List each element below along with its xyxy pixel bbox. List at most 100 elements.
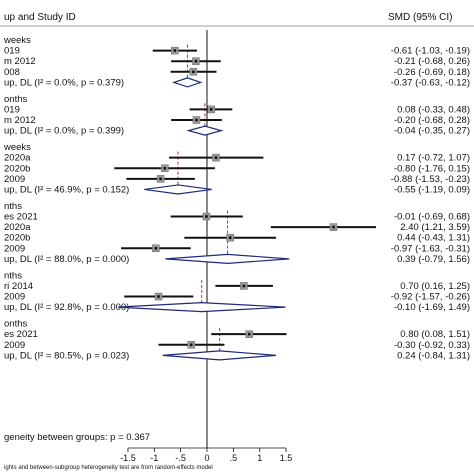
study-row: m 2012 -0.20 (-0.68, 0.28)	[4, 115, 470, 126]
subgroup-title: nths	[4, 201, 22, 212]
study-row: 008 -0.26 (-0.69, 0.18)	[4, 67, 470, 78]
study-ci: 0.44 (-0.43, 1.31)	[397, 233, 470, 244]
study-column-header: up and Study ID	[4, 12, 76, 23]
study-ci: -0.26 (-0.69, 0.18)	[394, 67, 470, 78]
summary-row: up, DL (I² = 0.0%, p = 0.379) -0.37 (-0.6…	[4, 77, 470, 88]
x-tick-label: -1	[150, 453, 158, 463]
study-row: 2009 -0.92 (-1.57, -0.26)	[4, 292, 470, 303]
summary-label: up, DL (I² = 0.0%, p = 0.379)	[4, 77, 124, 88]
study-ci: 2.40 (1.21, 3.59)	[400, 222, 470, 233]
study-label: 2020a	[4, 153, 31, 164]
summary-ci: -0.37 (-0.63, -0.12)	[391, 77, 470, 88]
point-estimate	[189, 343, 193, 347]
point-estimate	[195, 118, 198, 122]
study-label: 2009	[4, 174, 25, 185]
study-label: es 2021	[4, 329, 38, 340]
study-label: 008	[4, 67, 20, 78]
study-label: 2020b	[4, 233, 30, 244]
point-estimate	[205, 215, 208, 218]
summary-label: up, DL (I² = 46.9%, p = 0.152)	[4, 184, 129, 195]
summary-label: up, DL (I² = 0.0%, p = 0.399)	[4, 126, 124, 137]
summary-diamond	[144, 184, 212, 195]
study-label: 2009	[4, 340, 25, 351]
summary-ci: -0.04 (-0.35, 0.27)	[394, 126, 470, 137]
study-row: m 2012 -0.21 (-0.68, 0.26)	[4, 56, 470, 67]
summary-label: up, DL (I² = 88.0%, p = 0.000)	[4, 254, 129, 265]
study-row: es 2021 -0.01 (-0.69, 0.68)	[4, 211, 470, 222]
subgroup-title: onths	[4, 94, 27, 105]
smd-column-header: SMD (95% CI)	[388, 12, 452, 23]
study-row: 2020b -0.80 (-1.76, 0.15)	[4, 163, 470, 174]
summary-ci: -0.10 (-1.69, 1.49)	[394, 302, 470, 313]
summary-ci: 0.24 (-0.84, 1.31)	[397, 350, 470, 361]
summary-label: up, DL (I² = 80.5%, p = 0.023)	[4, 350, 129, 361]
study-label: 2020a	[4, 222, 31, 233]
point-estimate	[242, 284, 246, 288]
point-estimate	[214, 156, 218, 159]
point-estimate	[332, 225, 335, 229]
point-estimate	[154, 246, 158, 250]
study-ci: -0.20 (-0.68, 0.28)	[394, 115, 470, 126]
point-estimate	[194, 59, 198, 63]
header-row: up and Study ID SMD (95% CI)	[4, 12, 452, 23]
study-ci: -0.21 (-0.68, 0.26)	[394, 56, 470, 67]
study-ci: -0.92 (-1.57, -0.26)	[391, 292, 470, 303]
footnote: ights and between-subgroup heterogeneity…	[4, 465, 213, 471]
summary-row: up, DL (I² = 0.0%, p = 0.399) -0.04 (-0.3…	[4, 125, 470, 137]
study-row: 2009 -0.30 (-0.92, 0.33)	[4, 340, 470, 351]
summary-row: up, DL (I² = 92.8%, p = 0.000) -0.10 (-1.…	[4, 302, 470, 313]
study-ci: -0.97 (-1.63, -0.31)	[391, 243, 470, 254]
plot-rows: weeks 019 -0.61 (-1.03, -0.19) m 2012 -0.21 …	[3, 30, 470, 448]
study-label: m 2012	[4, 56, 36, 67]
summary-ci: 0.39 (-0.79, 1.56)	[397, 254, 470, 265]
study-ci: -0.80 (-1.76, 0.15)	[394, 163, 470, 174]
point-estimate	[247, 332, 251, 336]
study-ci: -0.01 (-0.69, 0.68)	[394, 211, 470, 222]
study-ci: 0.08 (-0.33, 0.48)	[397, 104, 470, 115]
study-row: 2020a 2.40 (1.21, 3.59)	[4, 222, 470, 233]
subgroup-title: nths	[4, 270, 22, 281]
point-estimate	[191, 70, 195, 74]
summary-diamond	[162, 350, 277, 361]
x-tick-label: 1.5	[280, 453, 293, 463]
study-label: m 2012	[4, 115, 36, 126]
study-label: 2009	[4, 292, 25, 303]
summary-diamond	[165, 253, 290, 264]
summary-diamond	[171, 77, 203, 88]
x-tick-label: 1	[257, 453, 262, 463]
point-estimate	[228, 236, 232, 239]
study-label: es 2021	[4, 211, 38, 222]
study-label: 019	[4, 104, 20, 115]
summary-label: up, DL (I² = 92.8%, p = 0.000)	[4, 302, 129, 313]
x-axis: -1.5 -1 -.5 0 .5 1 1.5	[120, 447, 293, 463]
overall-heterogeneity: geneity between groups: p = 0.367	[4, 432, 150, 443]
point-estimate	[159, 177, 162, 181]
study-ci: 0.70 (0.16, 1.25)	[400, 281, 470, 292]
study-label: 019	[4, 46, 20, 57]
subgroup-title: weeks	[3, 142, 31, 153]
subgroup-title: onths	[4, 319, 27, 330]
study-ci: -0.88 (-1.53, -0.23)	[391, 174, 470, 185]
study-row: 2020b 0.44 (-0.43, 1.31)	[4, 233, 470, 244]
summary-diamond	[186, 125, 224, 136]
study-row: es 2021 0.80 (0.08, 1.51)	[4, 329, 470, 340]
study-ci: 0.80 (0.08, 1.51)	[400, 329, 470, 340]
summary-row: up, DL (I² = 46.9%, p = 0.152) -0.55 (-1.…	[4, 184, 470, 195]
x-tick-label: -.5	[175, 453, 186, 463]
study-ci: -0.61 (-1.03, -0.19)	[391, 46, 470, 57]
study-label: 2009	[4, 243, 25, 254]
study-row: 2009 -0.88 (-1.53, -0.23)	[4, 174, 470, 185]
study-ci: -0.30 (-0.92, 0.33)	[394, 340, 470, 351]
x-tick-label: -1.5	[120, 453, 136, 463]
study-row: ri 2014 0.70 (0.16, 1.25)	[4, 281, 470, 292]
study-row: 2009 -0.97 (-1.63, -0.31)	[4, 243, 470, 254]
study-row: 019 -0.61 (-1.03, -0.19)	[4, 46, 470, 57]
point-estimate	[157, 295, 160, 298]
